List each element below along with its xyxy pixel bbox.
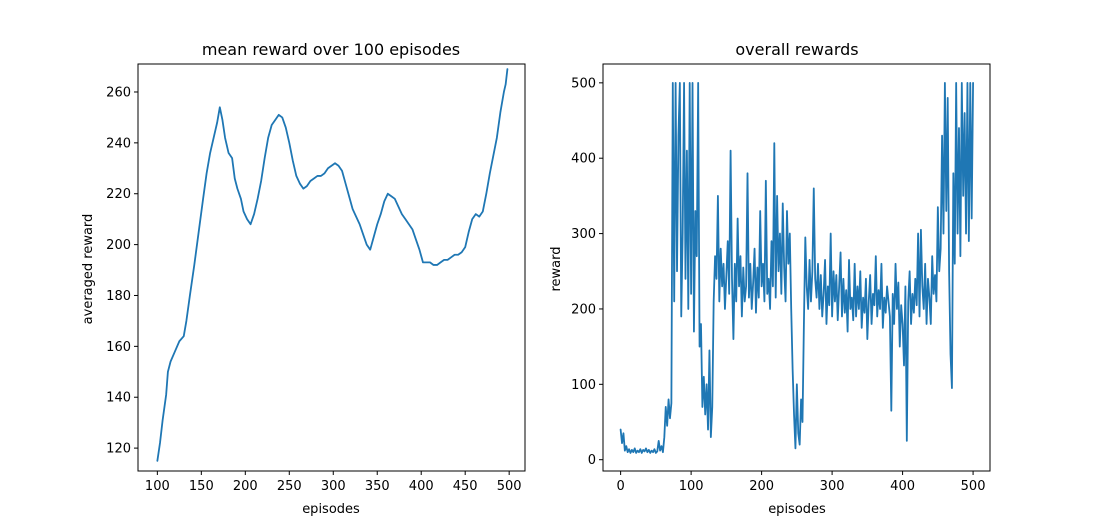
mean-reward-chart: mean reward over 100 episodes episodes a… [81,40,526,517]
overall-rewards-chart-ytick-label: 300 [571,227,596,242]
mean-reward-chart-ytick-label: 220 [106,187,131,202]
mean-reward-chart-marks [156,68,509,462]
mean-reward-chart-ylabel: averaged reward [81,214,96,325]
mean-reward-chart-ytick-label: 240 [106,136,131,151]
mean-reward-chart-ytick-label: 200 [106,238,131,253]
overall-rewards-chart-ticks: 0 100 200 300 400 500 0 100 200 300 400 500 [571,76,985,494]
mean-reward-chart-xtick-label: 350 [365,479,390,494]
overall-rewards-chart-ytick-label: 500 [571,76,596,91]
overall-rewards-chart-series-line [619,81,974,454]
mean-reward-chart-xtick-label: 500 [497,479,522,494]
overall-rewards-chart-xtick-label: 0 [616,479,624,494]
mean-reward-chart-ytick-label: 260 [106,85,131,100]
overall-rewards-chart-frame [602,63,991,472]
mean-reward-chart-series-line [156,68,509,462]
overall-rewards-chart-xtick-label: 100 [679,479,704,494]
mean-reward-chart-xtick-label: 200 [233,479,258,494]
mean-reward-chart-xtick-label: 250 [277,479,302,494]
mean-reward-chart-xtick-label: 400 [409,479,434,494]
overall-rewards-chart-xtick-label: 200 [749,479,774,494]
overall-rewards-chart-marks [619,81,974,454]
mean-reward-chart-ytick-label: 180 [106,289,131,304]
overall-rewards-chart-ytick-label: 200 [571,302,596,317]
mean-reward-chart-xlabel: episodes [302,502,360,517]
overall-rewards-chart-xlabel: episodes [768,502,826,517]
overall-rewards-chart-ytick-label: 0 [588,453,596,468]
overall-rewards-chart-ylabel: reward [549,246,564,291]
overall-rewards-chart-title: overall rewards [735,40,858,59]
mean-reward-chart-title: mean reward over 100 episodes [202,40,460,59]
overall-rewards-chart-ytick-label: 400 [571,152,596,167]
overall-rewards-chart-ytick-label: 100 [571,378,596,393]
mean-reward-chart-ytick-label: 160 [106,340,131,355]
mean-reward-chart-ytick-label: 120 [106,442,131,457]
overall-rewards-chart-xtick-label: 300 [820,479,845,494]
mean-reward-chart-ytick-label: 140 [106,391,131,406]
mean-reward-chart-xtick-label: 300 [321,479,346,494]
mean-reward-chart-xtick-label: 150 [189,479,214,494]
mean-reward-chart-frame [137,63,526,472]
overall-rewards-chart-xtick-label: 500 [961,479,986,494]
mean-reward-chart-xtick-label: 100 [145,479,170,494]
mean-reward-chart-xtick-label: 450 [453,479,478,494]
overall-rewards-chart-xtick-label: 400 [890,479,915,494]
overall-rewards-chart: overall rewards episodes reward 0 100 200 3… [549,40,991,517]
mean-reward-chart-ticks: 100 150 200 250 300 350 400 450 500 120 140 160 180 2… [106,85,521,494]
